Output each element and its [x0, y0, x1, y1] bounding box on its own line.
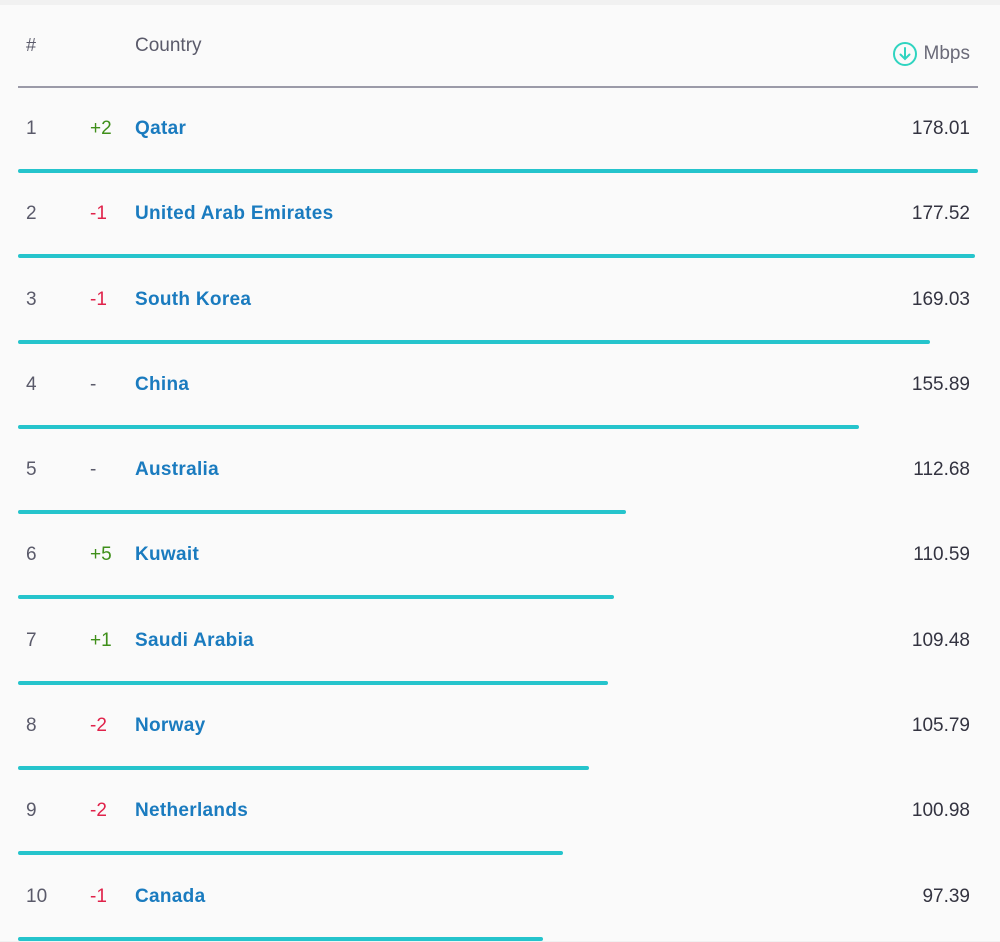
- rank: 5: [26, 459, 37, 481]
- speed-bar: [18, 510, 626, 515]
- speed-bar: [18, 424, 859, 429]
- table-row: 9 -2 Netherlands 100.98: [0, 771, 1000, 856]
- rank: 3: [26, 288, 37, 310]
- speed-value: 177.52: [911, 203, 970, 225]
- speed-value: 105.79: [911, 715, 970, 737]
- country-header: Country: [135, 35, 202, 56]
- table-row: 10 -1 Canada 97.39: [0, 857, 1000, 942]
- speed-bar: [18, 936, 544, 941]
- country-link[interactable]: United Arab Emirates: [135, 203, 334, 225]
- speed-value: 155.89: [911, 373, 970, 395]
- speed-value: 97.39: [922, 885, 970, 907]
- rank-change: +1: [90, 629, 112, 651]
- rank-change: +5: [90, 544, 112, 566]
- table-row: 5 - Australia 112.68: [0, 430, 1000, 515]
- rank: 4: [26, 373, 37, 395]
- ranking-panel: # Country Mbps 1 +2 Qatar 178.01 2 -1 Un…: [0, 5, 1000, 941]
- speed-bar: [18, 766, 589, 771]
- ranking-rows: 1 +2 Qatar 178.01 2 -1 United Arab Emira…: [0, 89, 1000, 942]
- speed-value: 169.03: [911, 288, 970, 310]
- rank: 9: [26, 800, 37, 822]
- speed-bar: [18, 339, 930, 344]
- rank: 6: [26, 544, 37, 566]
- rank-change: -: [90, 373, 97, 395]
- rank: 7: [26, 629, 37, 651]
- country-link[interactable]: Saudi Arabia: [135, 629, 255, 651]
- speed-bar: [18, 595, 615, 600]
- rank-change: +2: [90, 118, 112, 139]
- header-divider: [18, 86, 978, 88]
- speed-value: 110.59: [913, 544, 970, 566]
- mbps-label: Mbps: [923, 43, 970, 64]
- speed-value: 100.98: [911, 800, 970, 822]
- download-arrow-circle-icon: [892, 42, 917, 66]
- table-header: # Country Mbps: [0, 5, 1000, 88]
- rank-change: -1: [90, 203, 107, 225]
- country-link[interactable]: Qatar: [135, 118, 187, 139]
- rank-change: -2: [90, 800, 107, 822]
- rank: 1: [26, 118, 37, 139]
- speed-bar: [18, 254, 976, 259]
- country-link[interactable]: Norway: [135, 715, 206, 737]
- table-row: 1 +2 Qatar 178.01: [0, 89, 1000, 174]
- country-link[interactable]: Kuwait: [135, 544, 200, 566]
- rank-change: -1: [90, 288, 107, 310]
- rank-change: -: [90, 459, 97, 481]
- country-link[interactable]: Netherlands: [135, 800, 249, 822]
- table-row: 3 -1 South Korea 169.03: [0, 260, 1000, 345]
- table-row: 8 -2 Norway 105.79: [0, 686, 1000, 771]
- rank: 10: [26, 885, 48, 907]
- country-link[interactable]: South Korea: [135, 288, 252, 310]
- table-row: 7 +1 Saudi Arabia 109.48: [0, 601, 1000, 686]
- country-link[interactable]: China: [135, 373, 190, 395]
- rank: 8: [26, 715, 37, 737]
- speed-bar: [18, 851, 563, 856]
- speed-value: 112.68: [913, 459, 970, 481]
- speed-bar: [18, 169, 978, 173]
- speed-value: 109.48: [911, 629, 970, 651]
- rank-header: #: [26, 35, 37, 55]
- rank-change: -2: [90, 715, 107, 737]
- mbps-header[interactable]: Mbps: [892, 41, 970, 67]
- country-link[interactable]: Canada: [135, 885, 206, 907]
- table-row: 4 - China 155.89: [0, 345, 1000, 430]
- speed-bar: [18, 680, 609, 685]
- table-row: 2 -1 United Arab Emirates 177.52: [0, 174, 1000, 259]
- rank-change: -1: [90, 885, 107, 907]
- country-link[interactable]: Australia: [135, 459, 220, 481]
- table-row: 6 +5 Kuwait 110.59: [0, 515, 1000, 600]
- rank: 2: [26, 203, 37, 225]
- speed-value: 178.01: [911, 118, 970, 139]
